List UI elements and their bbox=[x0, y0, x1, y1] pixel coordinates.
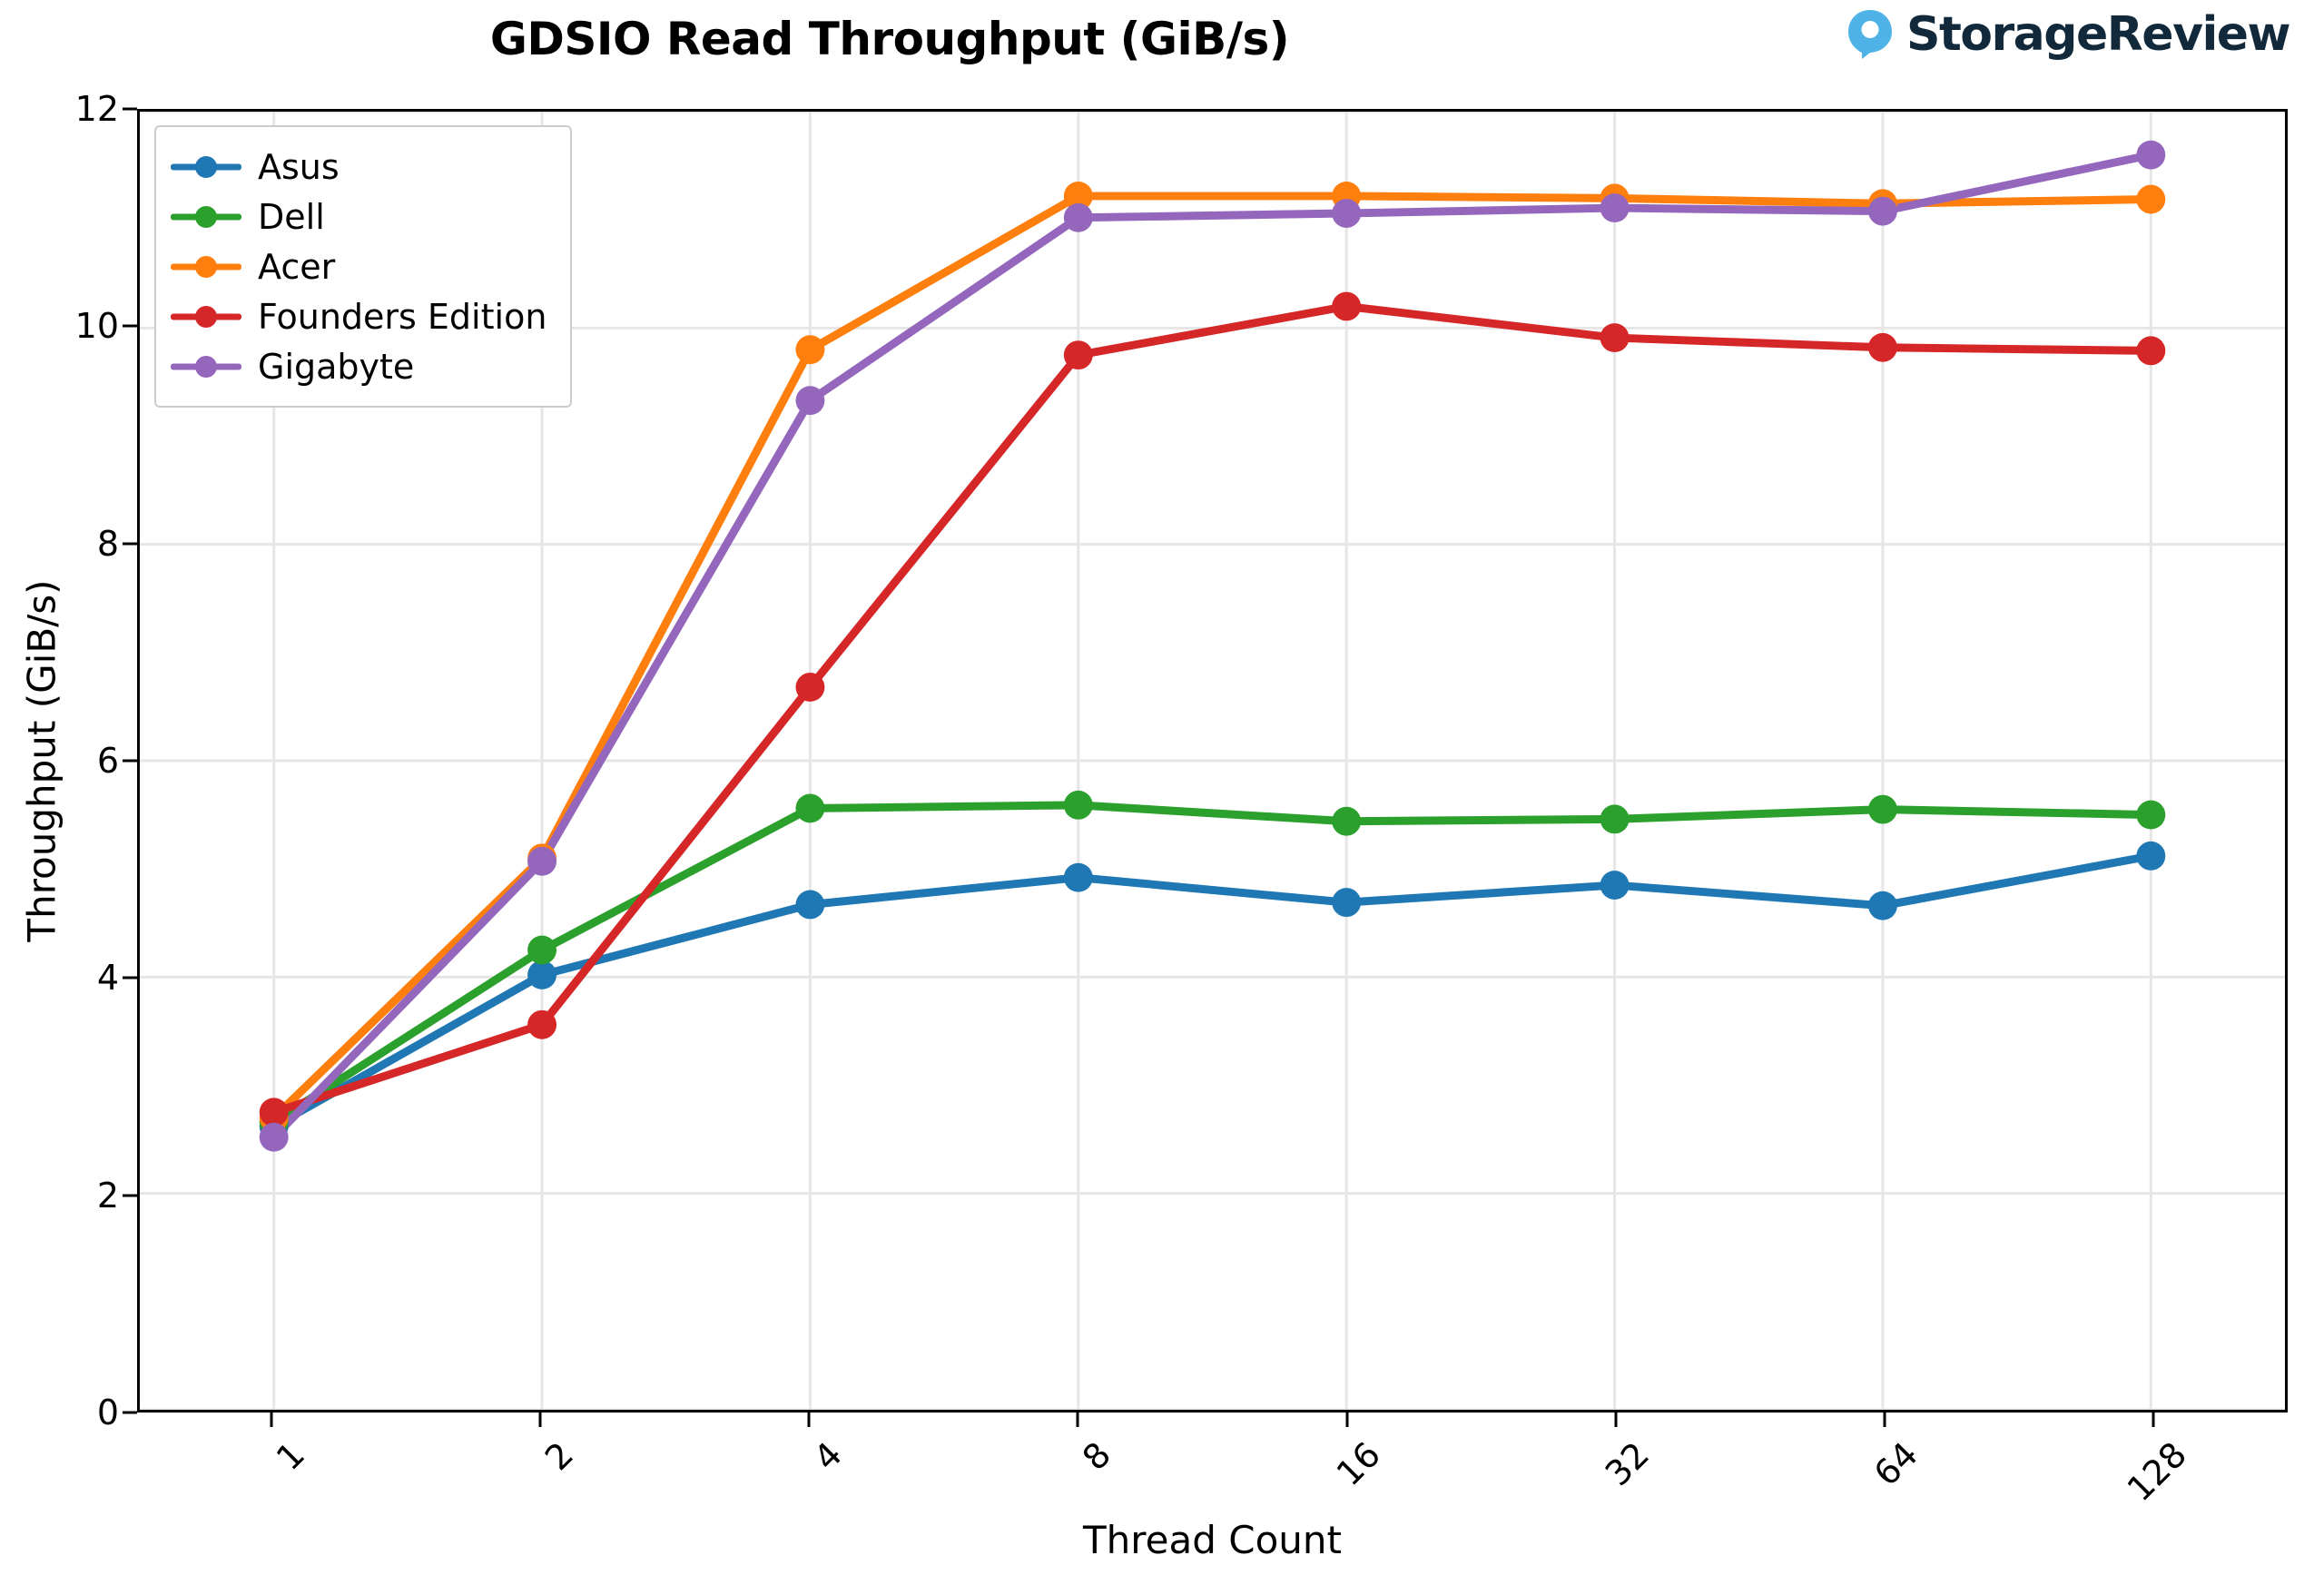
y-tick-label: 6 bbox=[96, 741, 119, 781]
legend-item-label: Acer bbox=[258, 246, 336, 287]
legend-swatch-icon bbox=[171, 155, 241, 179]
legend-item[interactable]: Dell bbox=[171, 192, 547, 241]
legend-item-label: Dell bbox=[258, 196, 325, 237]
x-tick-mark bbox=[538, 1413, 542, 1427]
legend-swatch-icon bbox=[171, 255, 241, 279]
legend-item[interactable]: Founders Edition bbox=[171, 291, 547, 341]
x-tick-label: 128 bbox=[2119, 1434, 2195, 1510]
legend-item[interactable]: Asus bbox=[171, 142, 547, 192]
page-title: GDSIO Read Throughput (GiB/s) bbox=[489, 13, 1290, 65]
y-tick-label: 2 bbox=[96, 1175, 119, 1216]
legend-item-label: Gigabyte bbox=[258, 346, 415, 387]
legend: Asus Dell Acer Founders Edition Gigabyte bbox=[154, 125, 573, 408]
x-tick-label: 32 bbox=[1597, 1434, 1657, 1494]
legend-swatch-icon bbox=[171, 355, 241, 379]
y-tick-label: 8 bbox=[96, 523, 119, 564]
y-tick-mark bbox=[123, 976, 137, 979]
legend-item-label: Asus bbox=[258, 146, 340, 187]
y-tick-mark bbox=[123, 324, 137, 328]
y-tick-mark bbox=[123, 107, 137, 111]
y-tick-mark bbox=[123, 542, 137, 546]
storagereview-logo: StorageReview bbox=[1843, 7, 2291, 62]
x-tick-mark bbox=[1883, 1413, 1886, 1427]
legend-item[interactable]: Gigabyte bbox=[171, 341, 547, 391]
y-tick-label: 4 bbox=[96, 958, 119, 999]
legend-item[interactable]: Acer bbox=[171, 241, 547, 291]
y-tick-mark bbox=[123, 759, 137, 763]
x-tick-label: 4 bbox=[806, 1434, 851, 1479]
x-tick-label: 64 bbox=[1866, 1434, 1925, 1494]
legend-swatch-icon bbox=[171, 305, 241, 329]
x-tick-mark bbox=[270, 1413, 273, 1427]
y-tick-mark bbox=[123, 1194, 137, 1197]
x-tick-label: 16 bbox=[1328, 1434, 1388, 1494]
x-axis-title: Thread Count bbox=[1083, 1518, 1342, 1562]
x-tick-label: 8 bbox=[1075, 1434, 1119, 1479]
x-tick-mark bbox=[2152, 1413, 2155, 1427]
y-axis-title: Throughput (GiB/s) bbox=[19, 579, 64, 942]
y-tick-mark bbox=[123, 1411, 137, 1414]
x-tick-label: 1 bbox=[268, 1434, 313, 1479]
legend-swatch-icon bbox=[171, 205, 241, 229]
y-tick-label: 0 bbox=[96, 1393, 119, 1432]
storagereview-logo-icon bbox=[1848, 10, 1892, 59]
x-tick-label: 2 bbox=[537, 1434, 582, 1479]
x-tick-mark bbox=[1076, 1413, 1079, 1427]
logo-wordmark: StorageReview bbox=[1906, 7, 2291, 62]
x-tick-mark bbox=[807, 1413, 811, 1427]
x-tick-mark bbox=[1614, 1413, 1618, 1427]
legend-item-label: Founders Edition bbox=[258, 296, 547, 337]
y-tick-label: 10 bbox=[74, 306, 119, 347]
x-tick-mark bbox=[1345, 1413, 1349, 1427]
y-tick-label: 12 bbox=[74, 89, 119, 129]
